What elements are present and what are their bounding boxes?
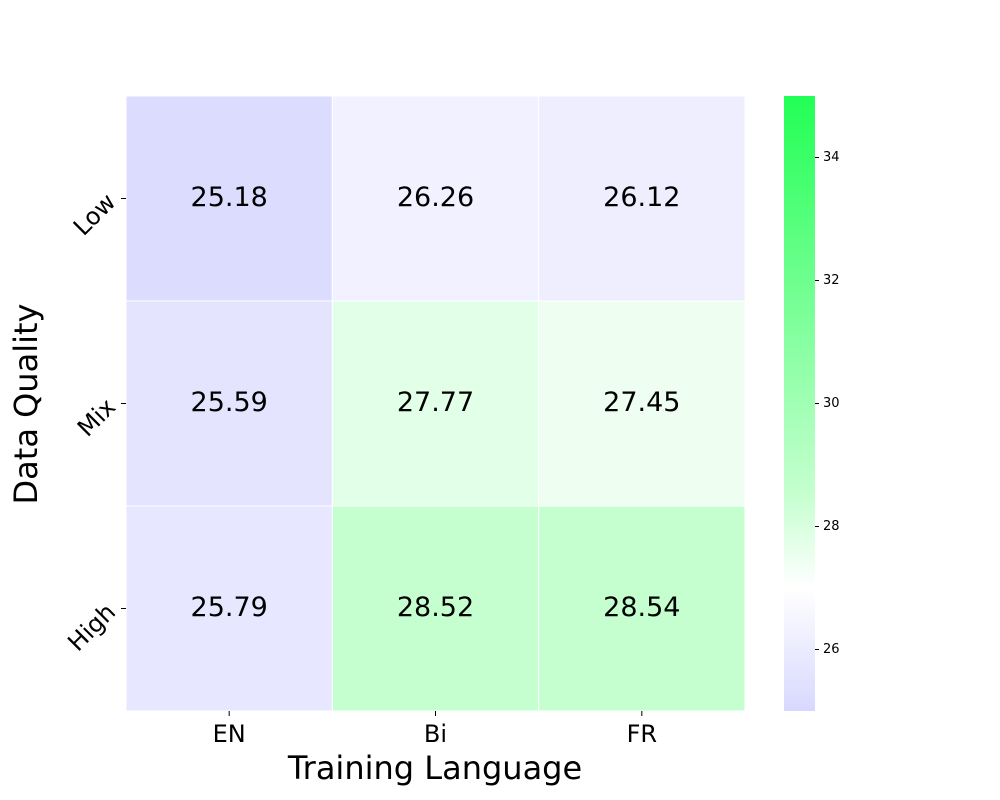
heatmap-cell xyxy=(538,95,746,302)
x-tick-label: EN xyxy=(213,720,246,748)
y-tick-label: Low xyxy=(68,188,121,241)
colorbar-tick-label: 30 xyxy=(823,396,840,411)
cell-label: 26.12 xyxy=(603,182,680,213)
heatmap-cell xyxy=(331,300,540,507)
cell-label: 28.52 xyxy=(397,592,474,623)
colorbar xyxy=(784,96,815,711)
x-tick-label: FR xyxy=(627,720,657,748)
x-axis-label: Training Language xyxy=(287,749,582,787)
colorbar-tick-label: 28 xyxy=(823,519,840,534)
cell-label: 27.77 xyxy=(397,387,474,418)
cell-label: 26.26 xyxy=(397,182,474,213)
y-tick-label: Mix xyxy=(72,393,121,442)
colorbar-tick-label: 34 xyxy=(823,150,840,165)
colorbar-tick-label: 26 xyxy=(823,642,840,657)
cell-label: 25.79 xyxy=(191,592,268,623)
heatmap-cell xyxy=(125,95,333,302)
y-tick-label: High xyxy=(62,598,121,657)
heatmap-cell xyxy=(331,95,540,302)
colorbar-tick-label: 32 xyxy=(823,273,840,288)
cell-label: 25.18 xyxy=(191,182,268,213)
heatmap-cell xyxy=(125,300,333,507)
heatmap-cell xyxy=(538,300,746,507)
x-tick-label: Bi xyxy=(424,720,447,748)
cell-label: 27.45 xyxy=(603,387,680,418)
cell-label: 25.59 xyxy=(191,387,268,418)
y-axis-label: Data Quality xyxy=(7,304,45,505)
cell-label: 28.54 xyxy=(603,592,680,623)
heatmap-cell xyxy=(331,505,540,712)
heatmap-cell xyxy=(125,505,333,712)
